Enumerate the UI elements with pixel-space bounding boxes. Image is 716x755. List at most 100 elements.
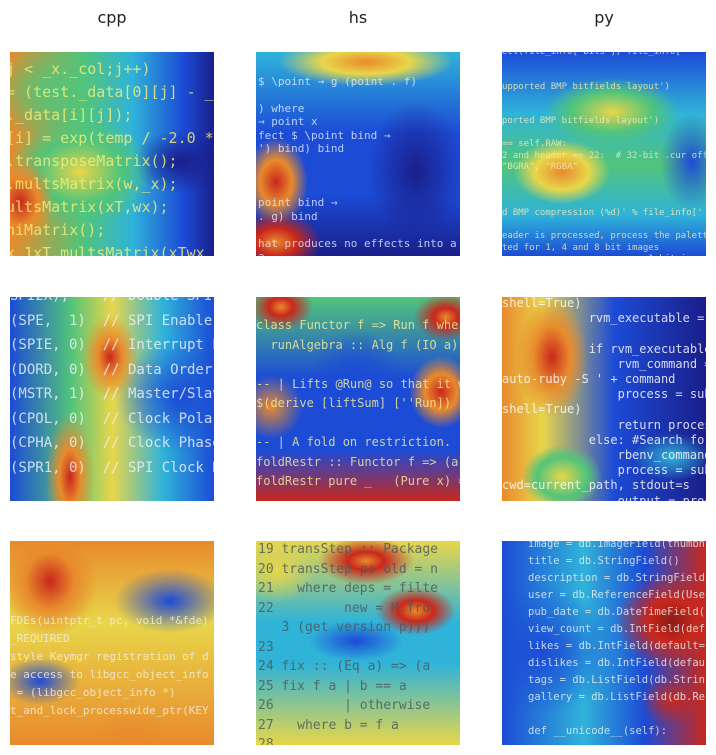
code-line: . g) bind bbox=[258, 209, 318, 223]
code-line: 3 (get version p))) bbox=[258, 620, 431, 635]
code-line: style Keymgr registration of d bbox=[10, 650, 209, 663]
code-line: .transposeMatrix(); bbox=[10, 152, 178, 170]
code-line: def __unicode__(self): bbox=[528, 725, 668, 737]
code-line: .multsMatrix(w,_x); bbox=[10, 175, 178, 193]
code-line: SPI2X); // Double SPI bbox=[10, 297, 212, 303]
code-line: (SPR1, 0) // SPI Clock R bbox=[10, 459, 214, 476]
code-line: $ \point → g (point . f) bbox=[258, 74, 417, 88]
column-title-py: py bbox=[594, 8, 614, 27]
code-line: ect(file_info['bits'], file_info[' bbox=[502, 52, 687, 57]
code-line: 21 where deps = filte bbox=[258, 581, 439, 596]
code-line: = (test._data[0][j] - _x._ bbox=[10, 83, 214, 101]
code-line: upported BMP bitfields layout') bbox=[502, 81, 670, 92]
code-line: foldRestr pure _ (Pure x) = bbox=[256, 474, 460, 488]
heatmap-tile-hs-2: class Functor f => Run f wher runAlgebra… bbox=[256, 297, 460, 501]
code-line: 19 transStep :: Package bbox=[258, 542, 439, 557]
code-line: 20 transStep ps old = n bbox=[258, 561, 439, 577]
code-line: eader is processed, process the palett bbox=[502, 231, 706, 241]
code-line: x_1xT.multsMatrix(xTwx_1,x bbox=[10, 244, 214, 257]
code-line: [i] = exp(temp / -2.0 *_k * bbox=[10, 129, 214, 147]
code-snippet: shell=True) rvm_executable = s if rvm_ex… bbox=[502, 297, 706, 501]
code-line: description = db.StringField bbox=[528, 572, 706, 584]
heat-overlay bbox=[256, 52, 460, 256]
code-line: dislikes = db.IntField(defau bbox=[528, 657, 706, 669]
heat-overlay bbox=[10, 297, 214, 501]
code-snippet: class Functor f => Run f wher runAlgebra… bbox=[256, 297, 460, 501]
code-line: a bbox=[258, 251, 265, 256]
code-line: e access to libgcc_object_info bbox=[10, 668, 209, 681]
code-line: t_and_lock_processwide_ptr(KEY bbox=[10, 704, 209, 717]
code-line: (DORD, 0) // Data Order bbox=[10, 361, 213, 378]
heat-overlay bbox=[256, 541, 460, 745]
heat-overlay bbox=[10, 541, 214, 745]
code-line: (SPE, 1) // SPI Enable bbox=[10, 312, 213, 329]
code-line: output = proce bbox=[502, 493, 706, 501]
code-line: hat produces no effects into a bbox=[258, 236, 457, 250]
code-line: process = subp bbox=[502, 463, 706, 478]
code-line: view_count = db.IntField(def bbox=[528, 623, 706, 635]
code-line: "BGRA", "RGBA" bbox=[502, 162, 578, 172]
code-line: 24 fix :: (Eq a) => (a bbox=[258, 659, 431, 674]
code-line: → point x bbox=[258, 115, 318, 128]
code-line: shell=True) bbox=[502, 297, 582, 310]
code-line: _REQUIRED bbox=[10, 632, 70, 645]
code-line: ported BMP bitfields layout') bbox=[502, 116, 660, 126]
code-line: (CPHA, 0) // Clock Phase bbox=[10, 435, 214, 451]
code-line: ') bind) bind bbox=[258, 142, 345, 155]
heat-overlay bbox=[502, 541, 706, 745]
column-title-hs: hs bbox=[348, 8, 368, 27]
code-line: 25 fix f a | b == a bbox=[258, 678, 407, 694]
code-line: $(derive [liftSum] [''Run]) bbox=[256, 396, 452, 410]
code-line: tags = db.ListField(db.Strin bbox=[528, 674, 706, 686]
code-line: title = db.StringField() bbox=[528, 555, 680, 567]
code-snippet: ect(file_info['bits'], file_info['upport… bbox=[502, 52, 706, 256]
code-line: point bind → bbox=[258, 196, 338, 209]
code-line: d BMP compression (%d)' % file_info[' bbox=[502, 208, 703, 218]
code-line: 27 where b = f a bbox=[258, 717, 399, 733]
code-line: foldRestr :: Functor f => (a bbox=[256, 454, 459, 469]
code-line: rbenv_command bbox=[502, 448, 706, 462]
code-line: = (libgcc_object_info *) bbox=[10, 686, 176, 699]
code-line: rvm_command = bbox=[502, 356, 706, 371]
code-snippet: image = db.ImageField(thumbn title = db.S… bbox=[502, 541, 706, 745]
code-line: -- | Lifts @Run@ so that it w bbox=[256, 376, 460, 391]
heatmap-tile-py-2: shell=True) rvm_executable = s if rvm_ex… bbox=[502, 297, 706, 501]
code-line: j < _x._col;j++) bbox=[10, 60, 151, 78]
code-line: auto-ruby -S ' + command bbox=[502, 372, 676, 386]
code-line: shell=True) bbox=[502, 402, 582, 417]
code-line: -------------------------- 1-bit i bbox=[502, 255, 686, 257]
code-line: image = db.ImageField(thumbn bbox=[528, 541, 706, 550]
code-line: class Functor f => Run f wher bbox=[256, 318, 460, 332]
code-snippet: $ \point → g (point . f)) where → point x… bbox=[256, 52, 460, 257]
code-line: 26 | otherwise bbox=[258, 698, 431, 713]
heat-overlay bbox=[502, 297, 706, 501]
code-snippet: SPI2X); // Double SPI (SPE, 1) // SPI Ena… bbox=[10, 297, 214, 501]
heatmap-tile-cpp-2: SPI2X); // Double SPI (SPE, 1) // SPI Ena… bbox=[10, 297, 214, 501]
heat-overlay bbox=[502, 52, 706, 256]
code-line: if rvm_executable bbox=[502, 341, 706, 356]
code-line: 22 new = M.fro bbox=[258, 600, 431, 616]
code-line: == self.RAW: bbox=[502, 139, 568, 149]
heatmap-tile-py-3: image = db.ImageField(thumbn title = db.S… bbox=[502, 541, 706, 745]
code-line: pub_date = db.DateTimeField( bbox=[528, 606, 706, 618]
column-title-cpp: cpp bbox=[97, 8, 127, 27]
code-line: niMatrix(); bbox=[10, 221, 106, 239]
code-line: fect $ \point bind → bbox=[258, 128, 391, 142]
code-line: rvm_executable = s bbox=[502, 311, 706, 326]
code-line: FDEs(uintptr_t pc, void *&fde) bbox=[10, 614, 209, 627]
code-line: 2 and header == 22: # 32-bit .cur off bbox=[502, 150, 706, 161]
code-line: (SPIE, 0) // Interrupt E bbox=[10, 337, 214, 353]
code-line: gallery = db.ListField(db.Re bbox=[528, 691, 706, 703]
code-line: 23 bbox=[258, 639, 274, 655]
code-line: return process bbox=[502, 417, 706, 432]
code-line: ._data[i][j]); bbox=[10, 106, 133, 124]
code-line: -- | A fold on restriction. bbox=[256, 435, 452, 449]
code-line: likes = db.IntField(default= bbox=[528, 640, 706, 652]
heat-overlay bbox=[256, 297, 460, 501]
code-line: runAlgebra :: Alg f (IO a) bbox=[256, 337, 459, 352]
code-line: user = db.ReferenceField(Use bbox=[528, 589, 706, 601]
heatmap-tile-hs-1: $ \point → g (point . f)) where → point x… bbox=[256, 52, 460, 256]
